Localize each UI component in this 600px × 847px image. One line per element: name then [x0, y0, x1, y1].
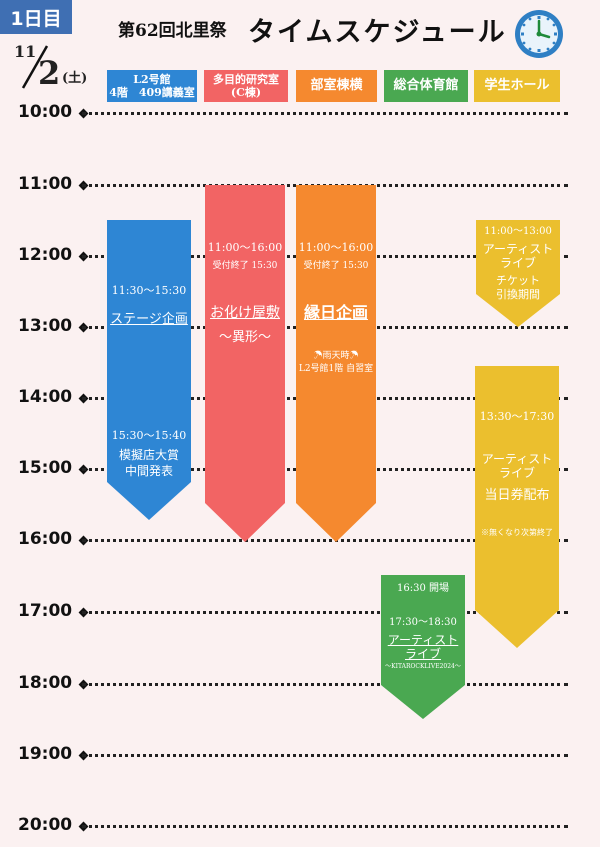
event-sameday-tickets: 13:30〜17:30 アーティスト ライブ 当日券配布 ※無くなり次第終了 — [475, 366, 559, 648]
event-arrow-shape — [476, 220, 560, 327]
event-title: お化け屋敷 — [210, 305, 280, 321]
event-subtitle: 当日券配布 — [484, 488, 550, 503]
clock-icon — [515, 10, 563, 58]
venue-line1: 学生ホール — [484, 78, 550, 94]
time-gridline — [82, 539, 568, 542]
event-time: 15:30〜15:40 — [111, 429, 187, 442]
time-gridline — [82, 112, 568, 115]
event-time: 11:00〜13:00 — [484, 226, 552, 237]
event-arrow-shape — [296, 185, 376, 542]
event-arrow-shape — [107, 220, 191, 520]
event-time: 11:30〜15:30 — [111, 284, 187, 297]
event-time: 11:00〜16:00 — [298, 241, 374, 254]
event-artist-live: 16:30 開場 17:30〜18:30 アーティスト ライブ 〜KITAROC… — [381, 575, 465, 719]
venue-line1: 総合体育館 — [393, 78, 459, 94]
event-subtitle: 引換期間 — [496, 288, 540, 301]
event-subtitle: 〜KITAROCKLIVE2024〜 — [385, 663, 461, 670]
venue-line1: L2号館 — [133, 72, 171, 86]
event-haunted-house: 11:00〜16:00 受付終了 15:30 お化け屋敷 〜異形〜 — [205, 185, 285, 542]
time-gridline — [82, 611, 568, 614]
event-time: 11:00〜16:00 — [207, 241, 283, 254]
event-subtitle: チケット — [496, 274, 540, 287]
day-label: 1日目 — [0, 0, 72, 34]
event-reception: 受付終了 15:30 — [212, 261, 278, 271]
event-festival: 11:00〜16:00 受付終了 15:30 縁日企画 ☂雨天時☂ L2号館1階… — [296, 185, 376, 542]
venue-line1: 部室棟横 — [310, 78, 363, 94]
date-weekday: (土) — [62, 71, 88, 86]
venue-line2: (C棟) — [230, 86, 262, 99]
event-rain-note: ☂雨天時☂ — [296, 351, 376, 362]
event-open-time: 16:30 開場 — [397, 583, 449, 594]
time-label: 16:00 — [18, 529, 73, 549]
time-label: 17:00 — [18, 601, 73, 621]
time-label: 13:00 — [18, 316, 73, 336]
event-title: ライブ — [498, 466, 535, 480]
event-arrow-shape — [205, 185, 285, 542]
time-gridline — [82, 683, 568, 686]
rain-label: 雨天時 — [322, 351, 350, 361]
event-title: ライブ — [499, 256, 536, 270]
event-arrow-shape — [381, 575, 465, 719]
time-label: 15:00 — [18, 458, 73, 478]
time-label: 20:00 — [18, 815, 73, 835]
umbrella-icon: ☂ — [313, 351, 323, 361]
event-arrow-shape — [475, 366, 559, 648]
event-subtitle: 〜異形〜 — [218, 330, 271, 345]
event-stage: 11:30〜15:30 ステージ企画 15:30〜15:40 模擬店大賞 中間発… — [107, 220, 191, 520]
venue-multipurpose-lab: 多目的研究室 (C棟) — [204, 70, 288, 102]
venue-student-hall: 学生ホール — [474, 70, 560, 102]
event-subtitle: 模擬店大賞 — [118, 448, 179, 462]
festival-subtitle: 第62回北里祭 — [118, 21, 227, 41]
event-title: 縁日企画 — [303, 303, 368, 322]
venue-line2: 4階 409講義室 — [109, 86, 195, 99]
event-time: 13:30〜17:30 — [479, 410, 555, 423]
event-title: ライブ — [404, 647, 441, 661]
event-title: ステージ企画 — [110, 312, 188, 327]
time-label: 11:00 — [18, 174, 73, 194]
umbrella-icon: ☂ — [349, 351, 359, 361]
venue-gym: 総合体育館 — [384, 70, 468, 102]
time-gridline — [82, 754, 568, 757]
venue-clubroom: 部室棟横 — [296, 70, 377, 102]
date-slash — [21, 45, 49, 89]
event-title: アーティスト — [482, 242, 554, 256]
event-title: アーティスト — [481, 452, 553, 466]
date-day: 2 — [38, 54, 61, 92]
time-label: 10:00 — [18, 102, 73, 122]
time-label: 12:00 — [18, 245, 73, 265]
event-note: ※無くなり次第終了 — [481, 528, 553, 537]
time-gridline — [82, 825, 568, 828]
time-label: 18:00 — [18, 673, 73, 693]
event-subtitle: 中間発表 — [124, 464, 173, 478]
time-label: 19:00 — [18, 744, 73, 764]
event-reception: 受付終了 15:30 — [303, 261, 369, 271]
event-rain-location: L2号館1階 自習室 — [298, 364, 374, 374]
venue-l2-409: L2号館 4階 409講義室 — [107, 70, 197, 102]
event-time: 17:30〜18:30 — [389, 617, 457, 628]
page-title: タイムスケジュール — [248, 17, 507, 48]
time-label: 14:00 — [18, 387, 73, 407]
venue-line1: 多目的研究室 — [213, 72, 279, 86]
event-title: アーティスト — [387, 633, 459, 647]
date-month: 11 — [14, 42, 37, 61]
event-ticket-exchange: 11:00〜13:00 アーティスト ライブ チケット 引換期間 — [476, 220, 560, 327]
